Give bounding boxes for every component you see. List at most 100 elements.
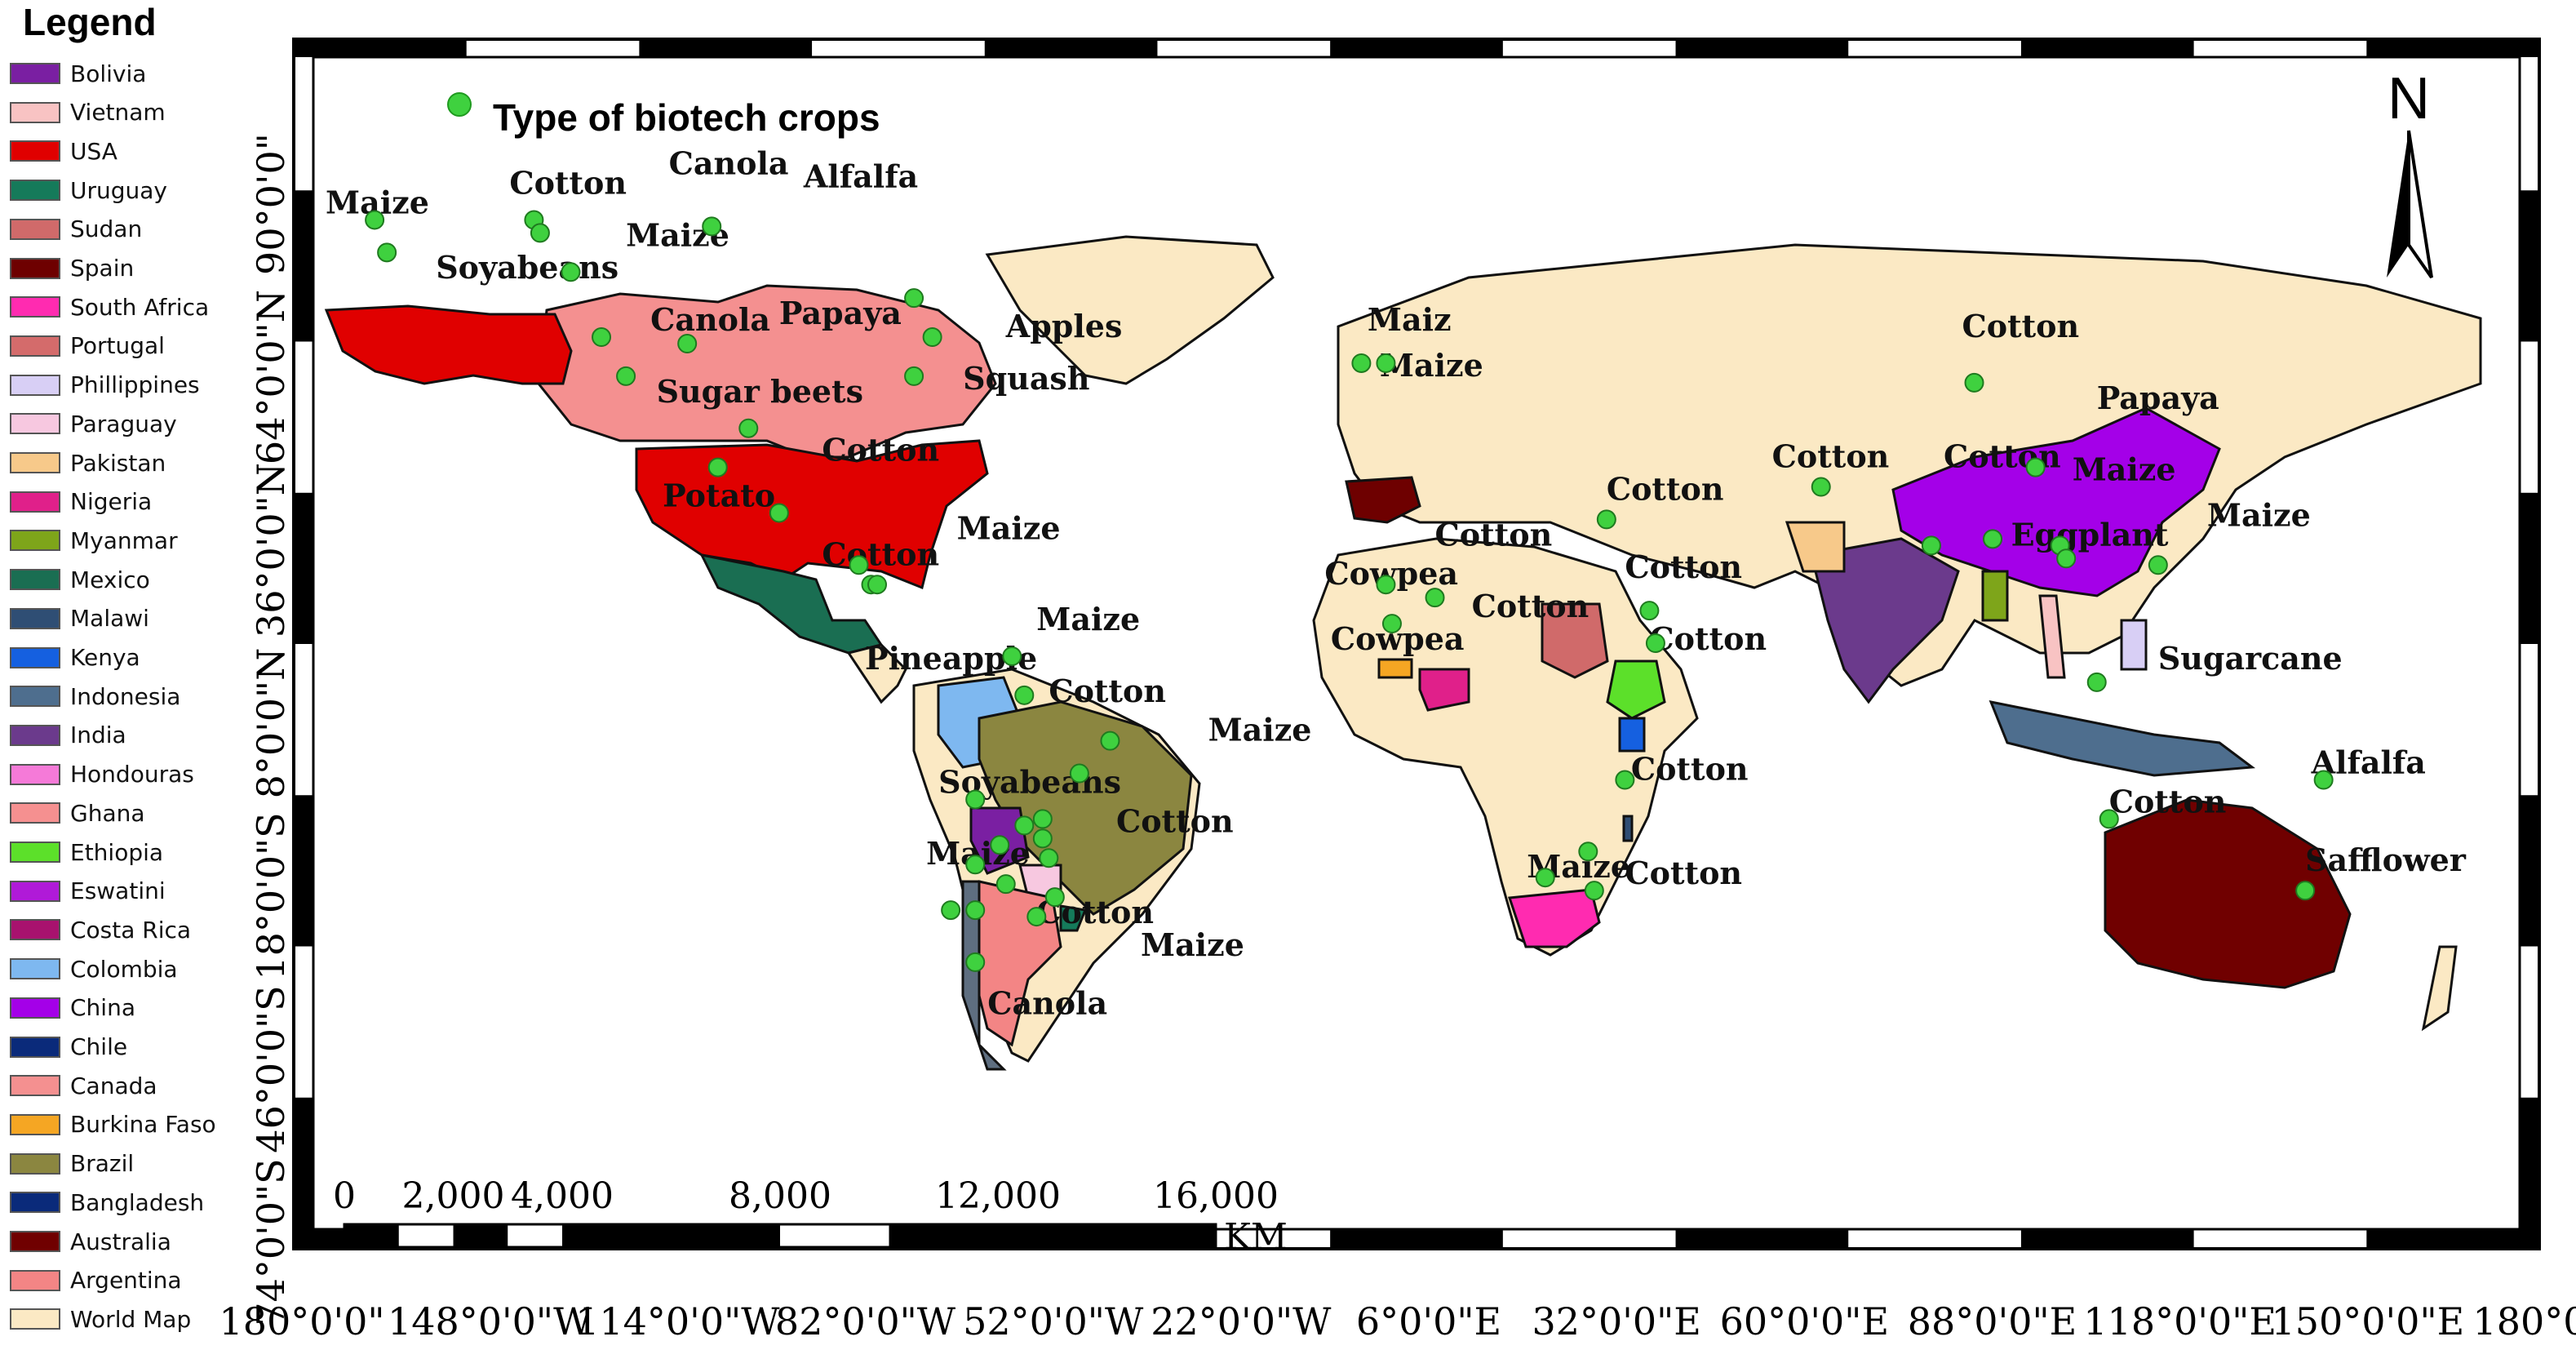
crop-label: Cotton xyxy=(509,165,627,202)
central-america-shape xyxy=(846,643,907,704)
legend-label: Pakistan xyxy=(70,449,166,477)
crop-label: Canola xyxy=(669,145,789,182)
indonesia-shape xyxy=(1989,699,2256,777)
longitude-label: 6°0'0"E xyxy=(1356,1299,1501,1343)
legend-swatch xyxy=(10,958,60,980)
crop-marker xyxy=(1014,685,1035,705)
crop-marker xyxy=(561,262,581,282)
crop-label: Canola xyxy=(650,301,770,338)
crop-marker xyxy=(1014,815,1035,836)
legend-item: Portugal xyxy=(10,331,165,361)
crop-marker xyxy=(1921,535,1941,556)
scale-unit: KM xyxy=(1224,1216,1288,1258)
legend-label: Canada xyxy=(70,1072,157,1099)
legend-swatch xyxy=(10,646,60,668)
crop-label: Maize xyxy=(1141,926,1244,963)
legend-swatch xyxy=(10,257,60,279)
legend-swatch xyxy=(10,296,60,318)
legend-item: Phillippines xyxy=(10,371,200,400)
legend-swatch xyxy=(10,452,60,473)
legend-swatch xyxy=(10,335,60,357)
crop-marker xyxy=(2025,457,2046,477)
latitude-label: 46°0'0"S xyxy=(249,985,293,1152)
legend-label: Kenya xyxy=(70,644,140,671)
crop-marker xyxy=(995,874,1016,895)
legend-swatch xyxy=(10,63,60,84)
legend-swatch xyxy=(10,919,60,941)
crop-marker xyxy=(904,366,924,386)
legend-swatch xyxy=(10,569,60,591)
crop-marker xyxy=(1032,828,1053,849)
sudan-shape xyxy=(1541,602,1609,679)
legend-item: Chile xyxy=(10,1032,127,1062)
usa-shape xyxy=(635,439,989,590)
legend-label: Hondouras xyxy=(70,761,194,788)
legend-swatch xyxy=(10,1075,60,1097)
crop-label: Soyabeans xyxy=(938,763,1121,800)
crop-marker xyxy=(1032,809,1053,829)
legend-item: China xyxy=(10,993,135,1023)
crop-marker xyxy=(1100,731,1120,751)
legend-label: Ghana xyxy=(70,799,145,827)
crop-marker xyxy=(922,327,942,348)
crop-marker xyxy=(965,900,986,921)
legend-item: Colombia xyxy=(10,954,178,984)
legend-swatch xyxy=(10,1113,60,1135)
crop-markers xyxy=(365,210,2334,972)
crop-marker xyxy=(1044,887,1065,908)
longitude-label: 22°0'0"W xyxy=(1151,1299,1332,1343)
latitude-label: 18°0'0"S xyxy=(249,812,293,979)
legend-label: Bolivia xyxy=(70,60,147,87)
legend-label: Myanmar xyxy=(70,526,178,554)
legend-label: World Map xyxy=(70,1305,192,1333)
crop-marker xyxy=(1425,588,1445,608)
crop-label: Cotton xyxy=(2109,783,2227,819)
crop-label: Soyabeans xyxy=(436,249,619,286)
legend-label: Malawi xyxy=(70,605,149,633)
crop-marker xyxy=(1964,372,1984,393)
legend-label: China xyxy=(70,994,135,1022)
crop-label: Canola xyxy=(987,985,1107,1022)
legend-item: India xyxy=(10,721,126,750)
crop-label: Cotton xyxy=(1116,802,1234,839)
crop-label: Cotton xyxy=(1649,620,1767,657)
crop-marker xyxy=(965,855,986,875)
crop-marker xyxy=(941,900,961,921)
longitude-label: 118°0'0"E xyxy=(2083,1299,2277,1343)
legend-item: Burkina Faso xyxy=(10,1110,216,1139)
crop-label: Cotton xyxy=(1435,516,1553,553)
legend-item: Indonesia xyxy=(10,682,180,711)
legend-label: Phillippines xyxy=(70,371,200,399)
marker-legend-dot xyxy=(447,92,472,117)
nigeria-shape xyxy=(1418,668,1470,712)
crop-marker xyxy=(2148,555,2168,575)
crop-marker xyxy=(1376,353,1396,373)
greenland-shape xyxy=(985,235,1275,385)
south-africa-shape xyxy=(1507,888,1601,948)
legend-label: Mexico xyxy=(70,566,150,593)
crop-label: Cotton xyxy=(1049,673,1166,709)
crop-marker xyxy=(592,327,612,348)
latitude-label: 36°0'0"N xyxy=(249,463,293,637)
legend-label: Costa Rica xyxy=(70,916,192,944)
crop-marker xyxy=(1069,763,1089,784)
crop-label: Alfalfa xyxy=(803,158,918,195)
crop-label: Squash xyxy=(963,360,1089,397)
burkina-faso-shape xyxy=(1377,658,1413,679)
legend-item: Myanmar xyxy=(10,526,178,555)
longitude-label: 32°0'0"E xyxy=(1532,1299,1700,1343)
crop-label: Potato xyxy=(663,477,775,513)
legend-swatch xyxy=(10,180,60,202)
crop-marker xyxy=(1615,770,1635,790)
australia-shape xyxy=(2104,798,2352,989)
crop-marker xyxy=(1584,881,1604,901)
land-layer xyxy=(324,235,2482,1071)
crop-marker xyxy=(1376,575,1396,595)
legend-swatch xyxy=(10,101,60,123)
latitude-label: 64°0'0"N xyxy=(249,290,293,464)
legend-label: Portugal xyxy=(70,332,165,360)
crop-marker xyxy=(530,223,550,243)
legend-swatch xyxy=(10,842,60,863)
crop-label: Papaya xyxy=(779,295,902,331)
